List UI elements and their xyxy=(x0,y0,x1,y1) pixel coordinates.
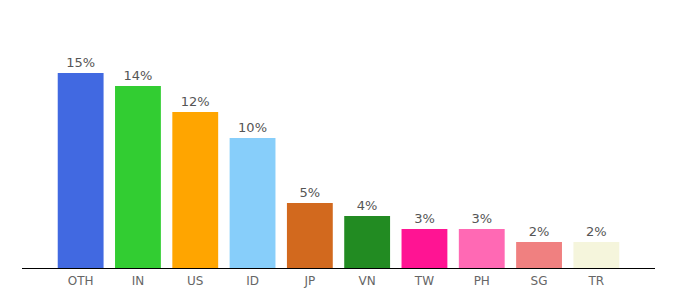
data-label: 15% xyxy=(66,55,95,70)
x-tick-label: PH xyxy=(474,274,490,288)
x-tick: IN xyxy=(132,268,145,288)
x-tick-label: IN xyxy=(132,274,145,288)
data-label: 5% xyxy=(300,185,321,200)
bars xyxy=(58,73,620,268)
bar xyxy=(172,112,218,268)
x-tick: TR xyxy=(588,268,605,288)
data-label: 3% xyxy=(471,211,492,226)
x-tick-label: JP xyxy=(303,274,315,288)
baseline xyxy=(22,268,655,269)
x-axis-line xyxy=(53,268,626,269)
data-label: 4% xyxy=(357,198,378,213)
x-tick-label: ID xyxy=(246,274,259,288)
data-label: 12% xyxy=(181,94,210,109)
x-tick: JP xyxy=(303,268,315,288)
x-tick: SG xyxy=(531,268,548,288)
data-labels: 15% 14% 12% 10% 5% 4% 3% 3% 2% 2% xyxy=(66,55,606,239)
bar xyxy=(58,73,104,268)
x-tick-label: SG xyxy=(531,274,548,288)
x-tick-label: TR xyxy=(588,274,605,288)
x-tick-label: VN xyxy=(359,274,376,288)
x-tick-label: OTH xyxy=(68,274,94,288)
bar xyxy=(287,203,333,268)
data-label: 10% xyxy=(238,120,267,135)
bar xyxy=(459,229,505,268)
x-axis: OTH IN US ID JP VN TW PH SG TR xyxy=(53,268,626,288)
x-tick-label: US xyxy=(187,274,203,288)
x-tick: US xyxy=(187,268,203,288)
x-tick-label: TW xyxy=(414,274,434,288)
x-tick: OTH xyxy=(68,268,94,288)
bar xyxy=(115,86,161,268)
bar xyxy=(402,229,448,268)
data-label: 14% xyxy=(123,68,152,83)
x-tick: PH xyxy=(474,268,490,288)
x-tick: ID xyxy=(246,268,259,288)
bar xyxy=(516,242,562,268)
data-label: 2% xyxy=(586,224,607,239)
chart: 15% 14% 12% 10% 5% 4% 3% 3% 2% 2% OTH IN US ID JP VN TW P… xyxy=(0,0,680,300)
x-tick: TW xyxy=(414,268,434,288)
bar xyxy=(230,138,276,268)
bar xyxy=(573,242,619,268)
data-label: 3% xyxy=(414,211,435,226)
bar xyxy=(344,216,390,268)
x-tick: VN xyxy=(359,268,376,288)
data-label: 2% xyxy=(529,224,550,239)
